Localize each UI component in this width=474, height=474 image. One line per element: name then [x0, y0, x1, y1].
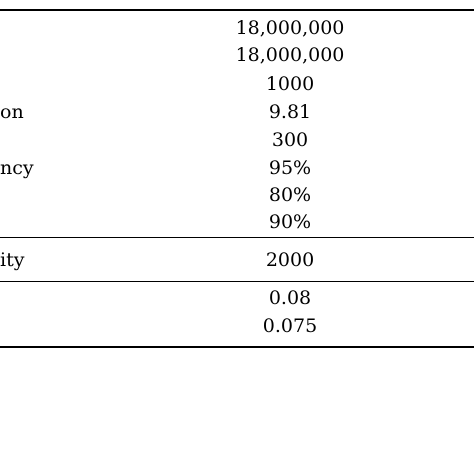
table-top-rule [0, 9, 474, 11]
table-cell-value: 18,000,000 [235, 44, 345, 66]
table-cell-value: 95% [268, 157, 312, 179]
table-cell-value: 90% [268, 211, 312, 233]
table-cell-label: on [0, 101, 24, 123]
table-cell-value: 0.075 [262, 315, 318, 337]
table-cell-value: 18,000,000 [235, 17, 345, 39]
table-cell-value: 1000 [265, 73, 315, 95]
table-cell-value: 80% [268, 184, 312, 206]
table-cell-label: ity [0, 249, 25, 271]
table-cell-value: 9.81 [268, 101, 312, 123]
table-section-rule [0, 281, 474, 282]
table-cell-value: 300 [271, 129, 309, 151]
table-bottom-rule [0, 346, 474, 348]
table-section-rule [0, 237, 474, 238]
table-cell-value: 2000 [265, 249, 315, 271]
table-cell-label: ncy [0, 157, 34, 179]
table-cell-value: 0.08 [268, 287, 312, 309]
